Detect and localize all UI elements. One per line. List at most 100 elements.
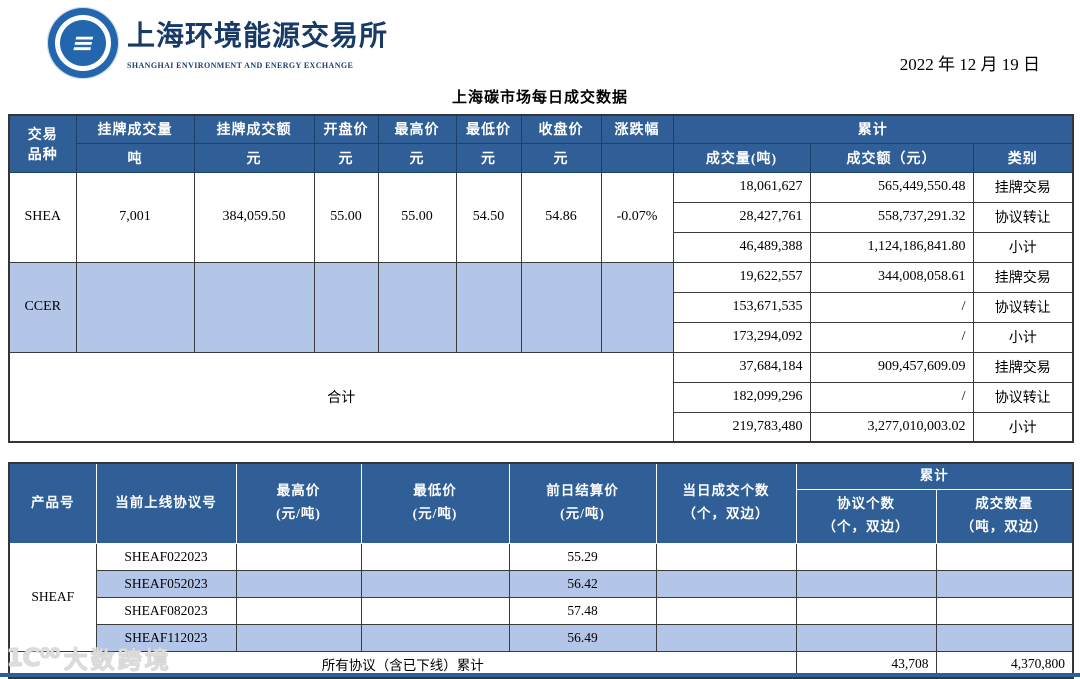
header-listed-amount: 挂牌成交额 bbox=[193, 114, 315, 144]
header-prev-settle: 前日结算价 (元/吨) bbox=[508, 462, 657, 544]
cell-high bbox=[235, 623, 362, 652]
table2-header-row-2: 协议个数 （个，双边） 成交数量 （吨，双边） bbox=[9, 488, 1074, 544]
cell-shea-close: 54.86 bbox=[520, 171, 602, 263]
brand-name-en: SHANGHAI ENVIRONMENT AND ENERGY EXCHANGE bbox=[127, 61, 354, 70]
cell-ccer-empty bbox=[75, 261, 195, 353]
cell-protocol-id: SHEAF022023 bbox=[95, 542, 237, 571]
cell-shea-high: 55.00 bbox=[377, 171, 457, 263]
header-category: 类别 bbox=[972, 142, 1074, 173]
cell-total-cum-volume: 219,783,480 bbox=[672, 411, 811, 443]
cell-shea-low: 54.50 bbox=[455, 171, 522, 263]
cell-ccer-cum-volume: 153,671,535 bbox=[672, 291, 811, 323]
cell-ccer-cum-volume: 173,294,092 bbox=[672, 321, 811, 353]
cell-variety-shea: SHEA bbox=[8, 171, 77, 263]
unit-yuan: 元 bbox=[193, 142, 315, 173]
header-high-per-ton: 最高价 (元/吨) bbox=[235, 462, 362, 544]
table-row-sheaf-4: SHEAF112023 56.49 bbox=[9, 623, 1074, 652]
header-listed-volume: 挂牌成交量 bbox=[75, 114, 195, 144]
table-row-ccer-3: 173,294,092 / 小计 bbox=[9, 321, 1074, 353]
energy-glyph-icon: ≡ bbox=[68, 29, 98, 57]
cell-cum-volume bbox=[935, 542, 1074, 571]
cell-prev-settle: 55.29 bbox=[508, 542, 657, 571]
cell-ccer-cum-amount: / bbox=[809, 321, 974, 353]
table-row-total-3: 219,783,480 3,277,010,003.02 小计 bbox=[9, 411, 1074, 443]
cell-cum-protocols bbox=[795, 596, 937, 625]
cell-ccer-empty bbox=[377, 261, 457, 353]
cell-low bbox=[360, 596, 510, 625]
cell-cum-volume bbox=[935, 623, 1074, 652]
cell-total-cum-amount: 3,277,010,003.02 bbox=[809, 411, 974, 443]
cell-high bbox=[235, 569, 362, 598]
cell-shea-cum-volume: 28,427,761 bbox=[672, 201, 811, 233]
forward-products-table: 产品号 当前上线协议号 最高价 (元/吨) 最低价 (元/吨) 前日结算价 (元… bbox=[8, 462, 1074, 679]
cell-day-count bbox=[655, 542, 797, 571]
cell-day-count bbox=[655, 623, 797, 652]
header-cumulative: 累计 bbox=[672, 114, 1074, 144]
cell-shea-listed-amount: 384,059.50 bbox=[193, 171, 315, 263]
table-row-shea-2: 28,427,761 558,737,291.32 协议转让 bbox=[9, 201, 1074, 233]
cell-low bbox=[360, 542, 510, 571]
cell-low bbox=[360, 569, 510, 598]
cell-total-cum-category: 小计 bbox=[972, 411, 1074, 443]
cell-low bbox=[360, 623, 510, 652]
header-low: 最低价 bbox=[455, 114, 522, 144]
table-row-sheaf-1: SHEAF SHEAF022023 55.29 bbox=[8, 542, 1074, 652]
table1-header-row-2: 吨 元 元 元 元 元 成交量(吨) 成交额（元） 类别 bbox=[9, 142, 1074, 173]
logo-core: ≡ bbox=[60, 20, 106, 66]
unit-change-empty bbox=[600, 142, 674, 173]
cell-shea-change: -0.07% bbox=[600, 171, 674, 263]
header-open: 开盘价 bbox=[313, 114, 379, 144]
cell-cum-protocols bbox=[795, 623, 937, 652]
cell-ccer-cum-amount: 344,008,058.61 bbox=[809, 261, 974, 293]
cell-shea-cum-category: 协议转让 bbox=[972, 201, 1074, 233]
unit-yuan: 元 bbox=[377, 142, 457, 173]
header-trade-variety: 交易 品种 bbox=[8, 114, 77, 173]
header-day-deal-count: 当日成交个数 （个，双边） bbox=[655, 462, 797, 544]
exchange-logo: ≡ bbox=[47, 7, 119, 79]
cell-cum-protocols bbox=[795, 542, 937, 571]
cell-high bbox=[235, 596, 362, 625]
cell-cum-volume bbox=[935, 569, 1074, 598]
cell-shea-cum-amount: 558,737,291.32 bbox=[809, 201, 974, 233]
cell-protocol-id: SHEAF112023 bbox=[95, 623, 237, 652]
cell-ccer-cum-category: 小计 bbox=[972, 321, 1074, 353]
cell-prev-settle: 56.42 bbox=[508, 569, 657, 598]
unit-yuan: 元 bbox=[455, 142, 522, 173]
table-row-shea-3: 46,489,388 1,124,186,841.80 小计 bbox=[9, 231, 1074, 263]
report-date: 2022 年 12 月 19 日 bbox=[899, 55, 1040, 74]
cell-shea-listed-volume: 7,001 bbox=[75, 171, 195, 263]
brand-name-cn: 上海环境能源交易所 bbox=[127, 21, 389, 52]
cell-ccer-empty bbox=[600, 261, 674, 353]
cell-total-cum-volume: 37,684,184 bbox=[672, 351, 811, 383]
header-cum-protocol-count: 协议个数 （个，双边） bbox=[795, 488, 937, 544]
cell-high bbox=[235, 542, 362, 571]
unit-yuan: 元 bbox=[520, 142, 602, 173]
header-active-protocol: 当前上线协议号 bbox=[95, 462, 237, 544]
daily-trading-table: 交易 品种 挂牌成交量 挂牌成交额 开盘价 最高价 最低价 收盘价 涨跌幅 累计… bbox=[8, 114, 1074, 443]
cell-protocol-id: SHEAF052023 bbox=[95, 569, 237, 598]
table-row-sheaf-2: SHEAF052023 56.42 bbox=[9, 569, 1074, 598]
unit-yuan: 元 bbox=[313, 142, 379, 173]
cell-prev-settle: 57.48 bbox=[508, 596, 657, 625]
report-title: 上海碳市场每日成交数据 bbox=[451, 90, 628, 106]
table-row-ccer-1: CCER 19,622,557 344,008,058.61 挂牌交易 bbox=[8, 261, 1074, 353]
cell-shea-cum-category: 挂牌交易 bbox=[972, 171, 1074, 203]
cell-ccer-cum-amount: / bbox=[809, 291, 974, 323]
table1-header-row-1: 交易 品种 挂牌成交量 挂牌成交额 开盘价 最高价 最低价 收盘价 涨跌幅 累计 bbox=[8, 114, 1074, 173]
cell-total-cum-category: 挂牌交易 bbox=[972, 351, 1074, 383]
cell-total-cum-amount: 909,457,609.09 bbox=[809, 351, 974, 383]
cell-ccer-empty bbox=[193, 261, 315, 353]
page-header: ≡ 上海环境能源交易所 SHANGHAI ENVIRONMENT AND ENE… bbox=[0, 0, 1080, 86]
cell-total-cum-amount: / bbox=[809, 381, 974, 413]
cell-ccer-empty bbox=[313, 261, 379, 353]
header-change: 涨跌幅 bbox=[600, 114, 674, 144]
table2-header-row-1: 产品号 当前上线协议号 最高价 (元/吨) 最低价 (元/吨) 前日结算价 (元… bbox=[8, 462, 1074, 544]
cell-day-count bbox=[655, 596, 797, 625]
table-row-ccer-2: 153,671,535 / 协议转让 bbox=[9, 291, 1074, 323]
header-low-per-ton: 最低价 (元/吨) bbox=[360, 462, 510, 544]
header-high: 最高价 bbox=[377, 114, 457, 144]
cell-shea-cum-category: 小计 bbox=[972, 231, 1074, 263]
cell-cum-protocols bbox=[795, 569, 937, 598]
logo-ring: ≡ bbox=[55, 15, 111, 71]
header-product-id: 产品号 bbox=[8, 462, 97, 544]
